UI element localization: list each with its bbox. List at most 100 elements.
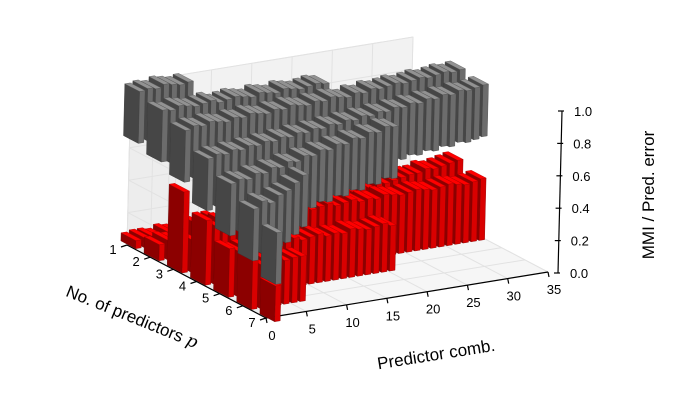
bar-top-face	[467, 76, 490, 86]
bar-top-face	[215, 175, 238, 185]
bar-top-face	[420, 66, 442, 76]
y-tick-label: 2	[133, 254, 140, 269]
bar-top-face	[271, 181, 293, 192]
bar-top-face	[294, 228, 317, 238]
bar-top-face	[124, 82, 146, 92]
x-tick-label: 10	[345, 315, 359, 330]
bar-red	[213, 239, 236, 298]
x-tick	[265, 317, 268, 324]
bar-top-face	[337, 129, 359, 139]
bar-top-face	[362, 102, 385, 113]
bar-front-face	[308, 236, 316, 285]
bar-top-face	[288, 146, 311, 157]
bar-front-face	[351, 137, 359, 191]
bar-side-face	[146, 102, 163, 163]
bar-front-face	[365, 228, 373, 276]
y-tick-label: 3	[156, 266, 163, 281]
bar-front-face	[359, 137, 367, 191]
bar-red	[190, 211, 213, 286]
x-tick-label: 20	[426, 302, 440, 317]
x-tick-label: 35	[547, 282, 561, 297]
bar-front-face	[408, 102, 417, 156]
bar-top-face	[299, 92, 321, 102]
bar-top-face	[194, 112, 216, 122]
x-tick	[345, 304, 349, 310]
bar-front-face	[206, 157, 215, 211]
bar-front-face	[373, 225, 381, 274]
bar-front-face	[432, 98, 441, 152]
bar-gray	[169, 121, 192, 183]
bar-top-face	[148, 75, 170, 85]
z-tick-label: 0.4	[572, 201, 590, 216]
bar-top-face	[279, 174, 301, 184]
bar-top-face	[352, 190, 374, 200]
y-tick-label: 7	[248, 315, 255, 330]
bar-front-face	[342, 143, 351, 197]
bar-front-face	[449, 93, 457, 148]
bar-top-face	[218, 108, 241, 118]
bar-front-face	[398, 194, 406, 254]
bar-top-face	[261, 223, 284, 233]
y-tick	[143, 256, 151, 260]
y-tick	[236, 305, 244, 309]
bar-front-face	[424, 97, 433, 152]
bar-top-face	[262, 186, 285, 196]
bar-top-face	[223, 170, 246, 180]
y-tick	[167, 268, 174, 272]
bar-front-face	[334, 143, 343, 197]
bar-front-face	[367, 131, 375, 185]
bar-top-face	[459, 78, 482, 89]
bar-top-face	[292, 77, 314, 87]
bar-top-face	[240, 164, 262, 174]
bar-top-face	[168, 183, 191, 193]
y-tick	[213, 293, 220, 297]
bar-top-face	[314, 115, 336, 125]
bar-front-face	[293, 181, 301, 236]
y-tick-label: 6	[225, 303, 232, 318]
bar-front-face	[340, 232, 349, 280]
bar-top-face	[233, 136, 255, 147]
bar-front-face	[228, 247, 236, 298]
x-tick-label: 0	[268, 328, 275, 343]
bar-top-face	[443, 81, 465, 91]
bar-gray	[237, 200, 261, 262]
bar-front-face	[441, 93, 449, 147]
bar-front-face	[389, 224, 397, 272]
x-tick-label: 5	[309, 321, 316, 336]
y-tick	[259, 317, 267, 321]
bar-front-face	[275, 231, 283, 285]
bar-front-face	[465, 89, 473, 143]
bar-front-face	[301, 174, 309, 228]
bar-front-face	[400, 106, 408, 160]
bar-front-face	[299, 255, 307, 302]
bar-front-face	[283, 259, 291, 305]
bar-top-face	[304, 141, 327, 151]
x-tick	[426, 291, 429, 297]
bar-top-face	[246, 192, 269, 202]
bar-side-face	[236, 252, 253, 310]
y-tick-label: 4	[179, 279, 186, 294]
bar-top-face	[219, 87, 242, 97]
bar-top-face	[170, 121, 192, 131]
x-tick-label: 15	[386, 308, 400, 323]
bar-top-face	[378, 98, 401, 108]
bar-side-face	[190, 212, 208, 286]
bar-top-face	[163, 97, 185, 107]
bar-top-face	[238, 200, 261, 210]
z-tick-label: 1.0	[574, 104, 592, 119]
bar-top-face	[191, 211, 213, 221]
bar-top-face	[234, 104, 257, 114]
bar-front-face	[416, 102, 425, 156]
bar-top-face	[277, 248, 300, 258]
y-tick	[120, 244, 128, 248]
bar-side-face	[191, 150, 209, 212]
bar-front-face	[430, 188, 438, 249]
bar-side-face	[214, 175, 232, 237]
bar-top-face	[287, 166, 310, 176]
bar-top-face	[187, 94, 210, 104]
bar-front-face	[135, 239, 142, 249]
x-tick	[305, 311, 308, 317]
bar-top-face	[400, 180, 423, 190]
z-axis-line	[557, 110, 563, 274]
